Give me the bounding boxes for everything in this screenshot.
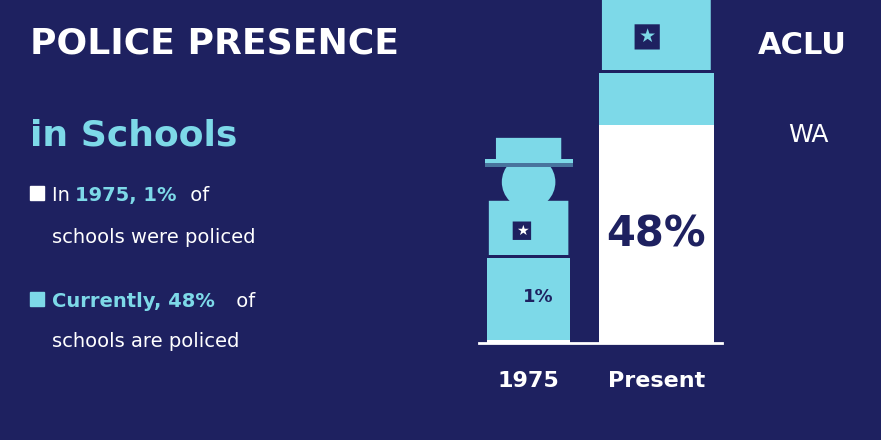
Text: 48%: 48% xyxy=(606,213,707,255)
Bar xyxy=(30,186,44,200)
FancyBboxPatch shape xyxy=(634,24,660,50)
FancyBboxPatch shape xyxy=(485,159,573,167)
Text: ★: ★ xyxy=(639,27,655,46)
Bar xyxy=(30,292,44,306)
FancyBboxPatch shape xyxy=(486,255,571,343)
Text: WA: WA xyxy=(788,123,829,147)
Text: POLICE PRESENCE: POLICE PRESENCE xyxy=(30,26,399,60)
FancyBboxPatch shape xyxy=(486,340,571,343)
Text: Present: Present xyxy=(608,371,705,391)
FancyBboxPatch shape xyxy=(486,255,571,258)
Text: in Schools: in Schools xyxy=(30,119,237,153)
Text: ACLU: ACLU xyxy=(758,31,847,60)
FancyBboxPatch shape xyxy=(602,0,711,70)
FancyBboxPatch shape xyxy=(513,221,531,240)
FancyBboxPatch shape xyxy=(599,70,714,125)
FancyBboxPatch shape xyxy=(599,332,714,343)
FancyBboxPatch shape xyxy=(489,201,568,255)
Text: 1975, 1%: 1975, 1% xyxy=(75,186,176,205)
FancyBboxPatch shape xyxy=(496,138,561,159)
Text: schools were policed: schools were policed xyxy=(52,228,255,247)
Text: of: of xyxy=(184,186,210,205)
FancyBboxPatch shape xyxy=(599,70,714,343)
Circle shape xyxy=(502,155,555,209)
Circle shape xyxy=(619,0,693,7)
Text: 1975: 1975 xyxy=(498,371,559,391)
FancyBboxPatch shape xyxy=(599,70,714,73)
Text: Currently, 48%: Currently, 48% xyxy=(52,292,215,311)
Text: 1%: 1% xyxy=(523,289,554,306)
Text: In: In xyxy=(52,186,76,205)
Text: ★: ★ xyxy=(515,224,529,238)
FancyBboxPatch shape xyxy=(485,163,573,167)
Text: schools are policed: schools are policed xyxy=(52,331,240,351)
Text: of: of xyxy=(230,292,255,311)
